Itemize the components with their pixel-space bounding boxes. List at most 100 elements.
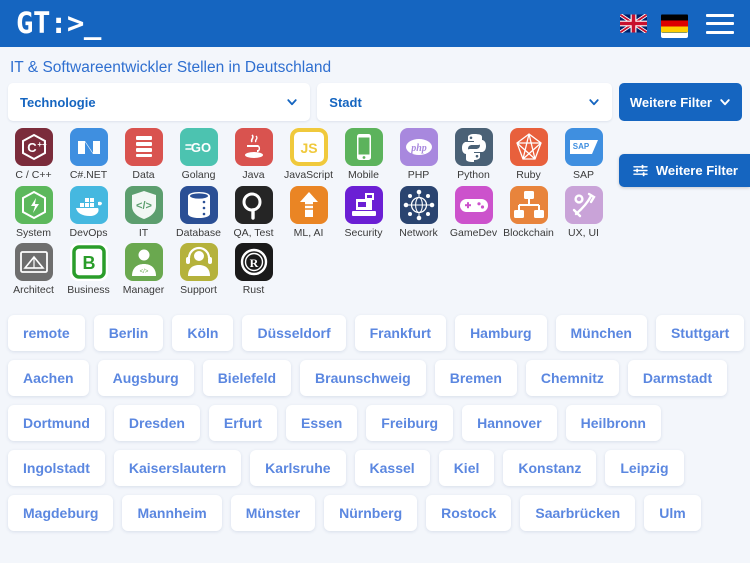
sliders-icon <box>633 164 648 177</box>
technology-item-label: Architect <box>13 284 54 297</box>
technology-item-ux-ui[interactable]: UX, UI <box>556 185 611 244</box>
city-chip[interactable]: Stuttgart <box>655 314 745 351</box>
city-chip[interactable]: Augsburg <box>97 359 194 396</box>
city-chip[interactable]: Heilbronn <box>565 404 661 441</box>
technology-icon-row: Architect B Business </> Manager Support R Rust <box>6 243 744 301</box>
city-chip[interactable]: Köln <box>172 314 234 351</box>
technology-item-java[interactable]: Java <box>226 128 281 186</box>
city-chip[interactable]: München <box>555 314 647 351</box>
city-chip[interactable]: Kiel <box>438 449 495 486</box>
technology-select[interactable]: Technologie <box>8 83 311 121</box>
city-chip[interactable]: Freiburg <box>366 404 454 441</box>
java-icon <box>234 128 273 166</box>
rust-icon: R <box>234 243 273 282</box>
city-chip[interactable]: Leipzig <box>605 449 684 486</box>
svg-text:GO: GO <box>190 140 210 155</box>
city-chip[interactable]: Darmstadt <box>627 359 728 396</box>
city-chip[interactable]: Hannover <box>462 404 557 441</box>
city-chip[interactable]: Mannheim <box>122 494 222 531</box>
more-filters-pill-button[interactable]: Weitere Filter <box>618 154 750 187</box>
technology-item-security[interactable]: Security <box>336 185 391 244</box>
hamburger-bar-2 <box>706 22 734 25</box>
network-icon <box>399 185 438 224</box>
technology-item-blockchain[interactable]: Blockchain <box>501 185 556 244</box>
city-chip[interactable]: Chemnitz <box>525 359 619 396</box>
technology-item-label: Security <box>344 226 383 239</box>
svg-text:SAP: SAP <box>572 142 589 151</box>
blockchain-icon <box>509 185 548 224</box>
technology-item-javascript[interactable]: JS JavaScript <box>281 128 336 186</box>
city-chip[interactable]: Bielefeld <box>202 359 292 396</box>
more-filters-button-label: Weitere Filter <box>629 94 712 110</box>
technology-item-data[interactable]: Data <box>116 128 171 186</box>
city-chip[interactable]: Bremen <box>434 359 517 396</box>
technology-item-python[interactable]: Python <box>446 128 501 186</box>
city-chip[interactable]: Magdeburg <box>8 494 114 531</box>
city-chip[interactable]: Dresden <box>113 404 200 441</box>
data-icon <box>124 128 163 166</box>
technology-item-mobile[interactable]: Mobile <box>336 128 391 186</box>
svg-text:</>: </> <box>136 200 152 212</box>
technology-item-label: Manager <box>122 284 165 297</box>
technology-item-support[interactable]: Support <box>171 243 226 301</box>
city-chip[interactable]: Essen <box>286 404 358 441</box>
city-chip[interactable]: Ingolstadt <box>8 449 105 486</box>
city-select[interactable]: Stadt <box>317 83 612 121</box>
technology-item-manager[interactable]: </> Manager <box>116 243 171 301</box>
technology-item-gamedev[interactable]: GameDev <box>446 185 501 244</box>
database-icon <box>179 185 218 224</box>
site-logo[interactable]: GT:>_ <box>16 6 101 40</box>
technology-item-business[interactable]: B Business <box>61 243 116 301</box>
technology-item-label: Network <box>399 226 438 239</box>
more-filters-button[interactable]: Weitere Filter <box>618 83 742 121</box>
cpp-icon: C ++ <box>14 128 53 166</box>
technology-item-label: UX, UI <box>568 226 599 239</box>
technology-item-sap[interactable]: SAP SAP <box>556 128 611 186</box>
technology-item-label: C#.NET <box>69 169 108 181</box>
technology-item-label: Business <box>67 284 110 297</box>
hamburger-bar-1 <box>706 13 734 17</box>
flag-de-icon[interactable] <box>661 14 688 33</box>
city-chip[interactable]: Aachen <box>8 359 89 396</box>
city-chip[interactable]: Kassel <box>354 449 430 486</box>
hamburger-menu-icon[interactable] <box>706 13 734 34</box>
technology-item-architect[interactable]: Architect <box>6 243 61 301</box>
technology-item-network[interactable]: Network <box>391 185 446 244</box>
technology-item-label: Java <box>242 169 265 181</box>
city-chip[interactable]: Dortmund <box>8 404 105 441</box>
technology-item-devops[interactable]: DevOps <box>61 185 116 244</box>
ux-ui-icon <box>564 185 603 224</box>
dotnet-icon <box>69 128 108 166</box>
technology-item-php[interactable]: php PHP <box>391 128 446 186</box>
city-chip[interactable]: Ulm <box>644 494 701 531</box>
devops-icon <box>69 185 108 224</box>
technology-item-it[interactable]: </> IT <box>116 185 171 244</box>
city-chip[interactable]: Frankfurt <box>354 314 447 351</box>
technology-item-database[interactable]: Database <box>171 185 226 244</box>
mobile-icon <box>344 128 383 166</box>
city-chip[interactable]: Konstanz <box>503 449 597 486</box>
technology-item-label: ML, AI <box>293 226 324 239</box>
technology-item-c-c[interactable]: C ++ C / C++ <box>6 128 61 186</box>
city-chip[interactable]: Nürnberg <box>324 494 418 531</box>
flag-uk-icon[interactable] <box>620 14 647 33</box>
city-chip[interactable]: Karlsruhe <box>250 449 346 486</box>
technology-item-ml-ai[interactable]: ML, AI <box>281 185 336 244</box>
golang-icon: GO <box>179 128 218 166</box>
technology-item-rust[interactable]: R Rust <box>226 243 281 301</box>
city-chip[interactable]: Erfurt <box>208 404 278 441</box>
city-chip[interactable]: Saarbrücken <box>520 494 636 531</box>
city-chip[interactable]: remote <box>8 314 85 351</box>
technology-item-c-net[interactable]: C#.NET <box>61 128 116 186</box>
city-chip[interactable]: Münster <box>230 494 316 531</box>
technology-item-golang[interactable]: GO Golang <box>171 128 226 186</box>
technology-item-qa-test[interactable]: QA, Test <box>226 185 281 244</box>
city-chip[interactable]: Braunschweig <box>300 359 426 396</box>
technology-item-ruby[interactable]: Ruby <box>501 128 556 186</box>
city-chip[interactable]: Hamburg <box>455 314 547 351</box>
city-chip[interactable]: Kaiserslautern <box>113 449 242 486</box>
city-chip[interactable]: Rostock <box>426 494 512 531</box>
technology-item-system[interactable]: System <box>6 185 61 244</box>
city-chip[interactable]: Düsseldorf <box>242 314 346 351</box>
city-chip[interactable]: Berlin <box>93 314 164 351</box>
